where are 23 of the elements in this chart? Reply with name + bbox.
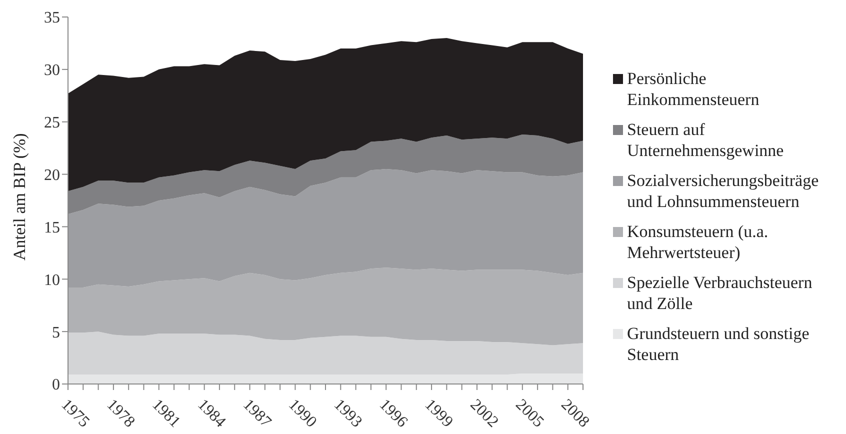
x-tick-label: 1999 (421, 396, 456, 431)
x-tick-label: 1990 (285, 396, 320, 431)
y-tick-label: 0 (52, 376, 60, 394)
x-tick-label: 1996 (376, 396, 411, 431)
legend-label: Sozialversicherungsbeiträge und Lohnsummensteuern (627, 170, 820, 212)
legend-label: Spezielle Verbrauchsteuern und Zölle (627, 272, 814, 314)
x-tick-label: 1993 (330, 396, 366, 431)
legend-label: Konsumsteuern (u.a. Mehrwertsteuer) (627, 221, 770, 263)
x-tick-label: 1984 (194, 396, 229, 431)
y-tick-label: 30 (44, 62, 60, 80)
y-axis-title: Anteil am BIP (%) (10, 133, 30, 260)
legend-label: Persönliche Einkommensteuern (627, 68, 760, 110)
x-tick-label: 1975 (58, 396, 92, 431)
y-tick-label: 10 (44, 272, 60, 289)
y-tick-label: 5 (52, 324, 60, 342)
x-tick-label: 1978 (103, 396, 138, 431)
y-tick-label: 25 (44, 114, 60, 132)
y-tick-label: 20 (44, 166, 60, 184)
y-tick-label: 35 (44, 10, 60, 27)
y-tick-label: 15 (44, 219, 60, 236)
x-tick-label: 1987 (240, 396, 274, 431)
legend-label: Grundsteuern und sonstige Steuern (627, 323, 810, 365)
legend-label: Steuern auf Unternehmensgewinne (627, 119, 785, 161)
